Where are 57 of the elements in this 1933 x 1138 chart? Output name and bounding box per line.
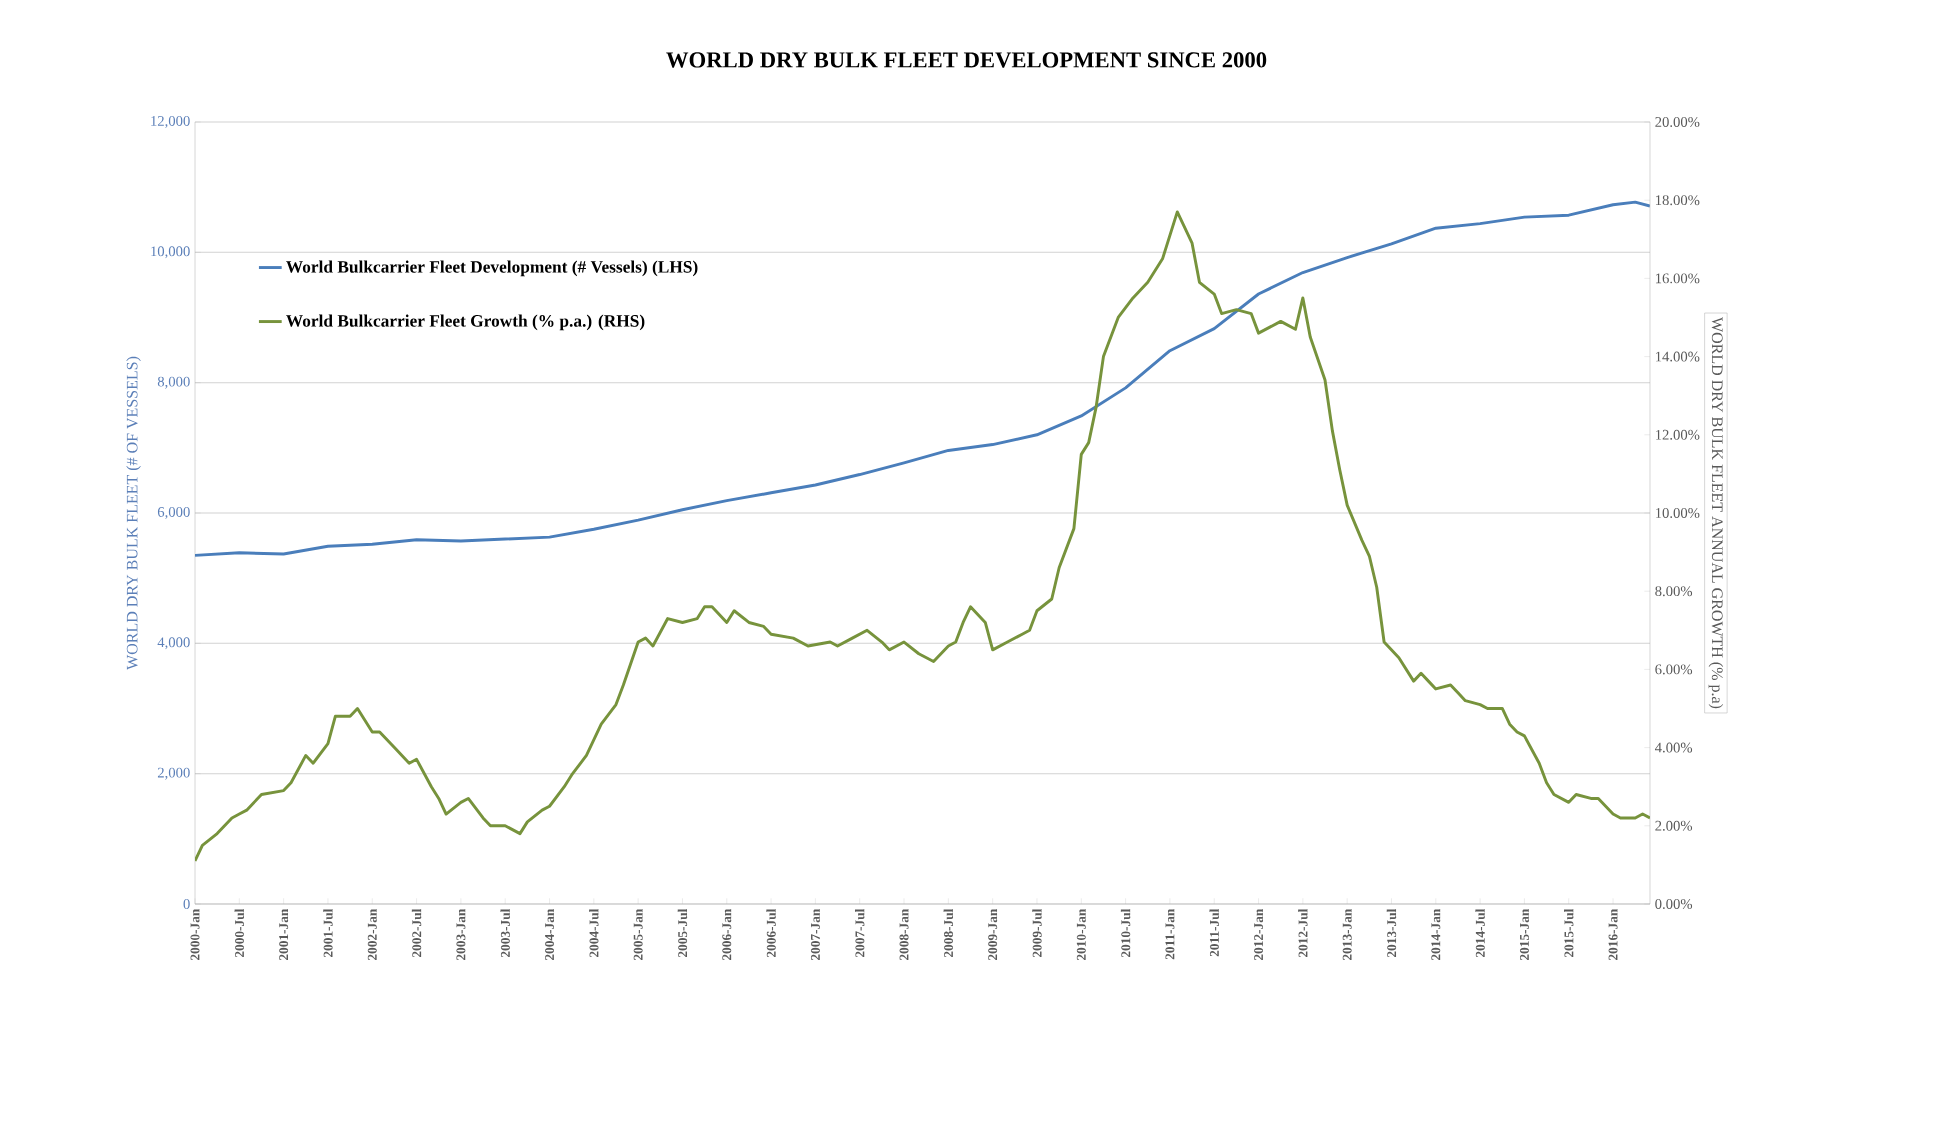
x-tick-label: 2016-Jan [1608, 908, 1618, 960]
x-tick-label: 2003-Jul [500, 908, 510, 958]
x-tick-label: 2004-Jan [545, 908, 555, 960]
y2-tick-label: 14.00% [1655, 351, 1700, 362]
x-tick-label: 2011-Jul [1209, 908, 1219, 957]
x-tick-label: 2015-Jul [1564, 908, 1574, 958]
x-tick-label: 2007-Jul [855, 908, 865, 958]
y-tick-label: 4,000 [157, 637, 190, 650]
x-tick-label: 2012-Jan [1254, 908, 1264, 960]
y2-tick-label: 4.00% [1654, 742, 1693, 753]
x-tick-label: 2014-Jan [1431, 908, 1441, 960]
y-tick-label: 0 [183, 899, 190, 909]
x-tick-label: 2005-Jan [633, 908, 643, 960]
x-tick-label: 2009-Jan [988, 908, 998, 960]
x-tick-label: 2013-Jul [1386, 908, 1397, 958]
x-tick-label: 2010-Jan [1076, 908, 1086, 960]
x-tick-label: 2013-Jan [1342, 908, 1352, 960]
x-tick-label: 2000-Jul [234, 908, 245, 958]
y-tick-label: 10,000 [151, 246, 190, 259]
x-tick-label: 2007-Jan [810, 908, 820, 960]
x-tick-label: 2008-Jul [943, 908, 954, 958]
x-tick-label: 2009-Jul [1032, 908, 1042, 958]
x-tick-label: 2011-Jan [1165, 908, 1175, 960]
y2-tick-label: 16.00% [1655, 273, 1700, 284]
x-tick-label: 2010-Jul [1120, 908, 1131, 958]
y2-tick-label: 12.00% [1655, 429, 1700, 440]
x-tick-label: 2014-Jul [1475, 908, 1485, 958]
line-series [195, 200, 1650, 557]
x-tick-label: 2002-Jan [367, 908, 377, 960]
y2-tick-label: 6.00% [1655, 664, 1693, 675]
y2-tick-label: 20.00% [1655, 117, 1700, 127]
x-tick-label: 2006-Jan [722, 908, 732, 960]
y2-tick-label: 8.00% [1655, 586, 1693, 597]
y-tick-label: 12,000 [151, 115, 190, 128]
y2-axis-title: WORLD DRY BULK FLEET ANNUAL GROWTH (% p.a) [1708, 317, 1724, 709]
x-tick-label: 2006-Jul [766, 908, 776, 958]
y2-tick-label: 0.00% [1655, 899, 1693, 909]
x-tick-label: 2012-Jul [1298, 908, 1308, 958]
x-tick-label: 2015-Jan [1519, 908, 1529, 960]
x-tick-label: 2005-Jul [677, 908, 688, 958]
chart-title: WORLD DRY BULK FLEET DEVELOPMENT SINCE 2000 [666, 52, 1267, 68]
y-tick-label: 2,000 [157, 767, 190, 780]
x-tick-label: 2001-Jul [323, 908, 333, 958]
x-tick-label: 2000-Jan [190, 908, 200, 960]
legend-label: World Bulkcarrier Fleet Development (# Vessels) (LHS) [286, 260, 698, 277]
x-tick-label: 2008-Jan [899, 908, 909, 960]
x-tick-label: 2001-Jan [279, 908, 289, 960]
x-tick-label: 2004-Jul [589, 908, 599, 958]
y-tick-label: 6,000 [157, 507, 190, 519]
y-tick-label: 8,000 [157, 376, 190, 389]
y2-tick-label: 2.00% [1655, 820, 1693, 831]
x-tick-label: 2003-Jan [456, 908, 466, 960]
y-axis-title: WORLD DRY BULK FLEET (# OF VESSELS) [126, 356, 141, 670]
legend-label: World Bulkcarrier Fleet Growth (% p.a.) (RHS) [286, 314, 645, 331]
x-tick-label: 2002-Jul [411, 908, 422, 958]
y2-tick-label: 10.00% [1655, 508, 1700, 518]
y2-tick-label: 18.00% [1655, 195, 1700, 206]
